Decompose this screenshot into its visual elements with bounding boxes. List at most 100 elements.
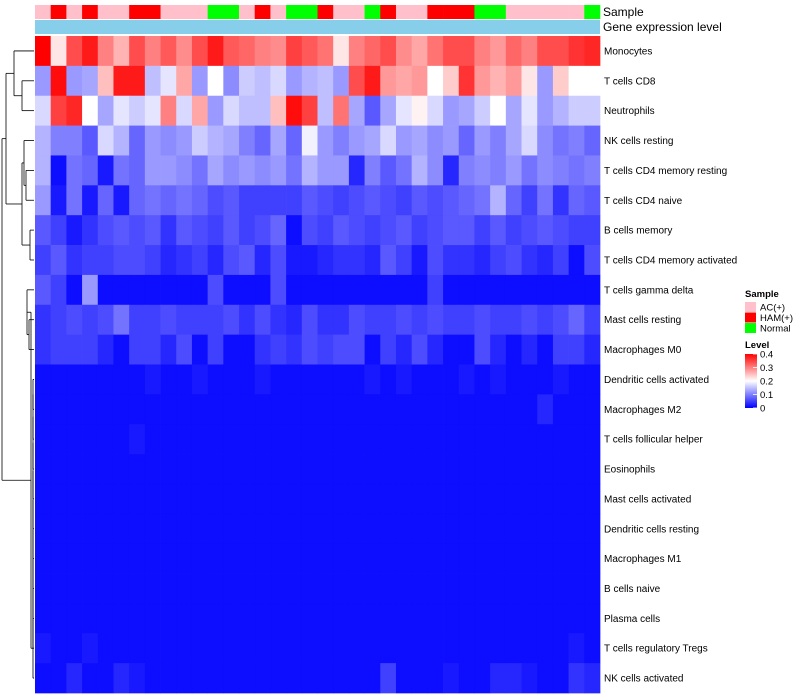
heatmap-cell: [160, 364, 177, 395]
heatmap-cell: [364, 245, 381, 276]
heatmap-cell: [270, 573, 287, 604]
heatmap-cell: [411, 394, 428, 425]
heatmap-cell: [176, 573, 193, 604]
heatmap-cell: [176, 274, 193, 306]
heatmap-cell: [552, 543, 569, 574]
heatmap-cell: [66, 364, 83, 395]
heatmap-cell: [82, 364, 99, 395]
row-labels: Monocytes T cells CD8 Neutrophils NK cells …: [604, 46, 737, 684]
heatmap-cell: [458, 215, 475, 246]
heatmap-cell: [364, 603, 381, 634]
heatmap-cell: [191, 543, 208, 574]
heatmap-cell: [458, 304, 475, 335]
sample-annotation-cell: [552, 5, 569, 19]
heatmap-cell: [176, 125, 193, 156]
heatmap-cell: [207, 95, 224, 126]
heatmap-cell: [443, 155, 460, 186]
heatmap-cell: [348, 454, 365, 485]
heatmap-cell: [474, 185, 491, 216]
heatmap-cell: [270, 483, 287, 515]
heatmap-cell: [521, 215, 538, 246]
heatmap-cell: [286, 543, 303, 574]
heatmap-cell: [254, 633, 271, 664]
heatmap-cell: [207, 573, 224, 604]
heatmap-cell: [380, 245, 397, 276]
sample-annotation-cell: [521, 5, 538, 19]
heatmap-cell: [66, 274, 83, 306]
heatmap-cell: [364, 304, 381, 335]
row-label: NK cells activated: [604, 674, 683, 685]
heatmap-cell: [521, 483, 538, 515]
heatmap-cell: [113, 573, 130, 604]
heatmap-cell: [113, 36, 130, 67]
heatmap-cell: [160, 215, 177, 246]
sample-annotation-cell: [333, 5, 350, 19]
heatmap-cell: [568, 304, 585, 335]
heatmap-cell: [239, 483, 256, 515]
heatmap-cell: [160, 454, 177, 485]
heatmap-cell: [568, 543, 585, 574]
heatmap-cell: [82, 125, 99, 156]
heatmap-cell: [505, 65, 522, 97]
row-label: Mast cells resting: [604, 315, 681, 326]
heatmap-cell: [82, 65, 99, 97]
heatmap-cell: [97, 483, 114, 515]
heatmap-cell: [458, 334, 475, 365]
heatmap-cell: [113, 364, 130, 395]
heatmap-cell: [301, 155, 318, 186]
heatmap-cell: [50, 215, 67, 246]
heatmap-cell: [207, 663, 224, 694]
heatmap-cell: [144, 185, 161, 216]
heatmap-cell: [474, 245, 491, 276]
heatmap-cell: [239, 364, 256, 395]
heatmap-cell: [568, 36, 585, 67]
heatmap-cell: [223, 36, 240, 67]
heatmap-cell: [317, 663, 334, 694]
heatmap-cell: [458, 36, 475, 67]
heatmap-cell: [474, 543, 491, 574]
heatmap-cell: [395, 274, 413, 306]
heatmap-cell: [584, 603, 601, 634]
heatmap-cell: [427, 483, 444, 515]
heatmap-cell: [113, 633, 130, 664]
heatmap-cell: [176, 633, 193, 664]
heatmap-cell: [97, 215, 114, 246]
heatmap-cell: [364, 274, 381, 306]
heatmap-cell: [301, 185, 318, 216]
heatmap-cell: [35, 663, 52, 694]
heatmap-cell: [270, 304, 287, 335]
heatmap-cell: [333, 603, 350, 634]
heatmap-cell: [427, 454, 444, 485]
heatmap-cell: [129, 663, 146, 694]
heatmap-cell: [191, 95, 208, 126]
heatmap-cell: [584, 543, 601, 574]
heatmap-cell: [35, 215, 52, 246]
heatmap-cell: [380, 573, 397, 604]
heatmap-cell: [552, 95, 569, 126]
heatmap-cell: [191, 364, 208, 395]
heatmap-cell: [129, 36, 146, 67]
heatmap-cell: [552, 215, 569, 246]
heatmap-cell: [333, 185, 350, 216]
heatmap-cell: [333, 155, 350, 186]
heatmap-cell: [207, 185, 224, 216]
heatmap-cell: [568, 394, 585, 425]
heatmap-cell: [50, 424, 67, 455]
sample-annotation-cell: [537, 5, 554, 19]
heatmap-cell: [443, 573, 460, 604]
heatmap-cell: [160, 394, 177, 425]
heatmap-cell: [584, 95, 601, 126]
heatmap-cell: [191, 155, 208, 186]
row-label: Monocytes: [604, 46, 652, 57]
heatmap-cell: [270, 65, 287, 97]
heatmap-cell: [333, 65, 350, 97]
heatmap-cell: [427, 185, 444, 216]
heatmap-cell: [427, 364, 444, 395]
heatmap-cell: [82, 215, 99, 246]
heatmap-cell: [348, 65, 365, 97]
heatmap-cell: [35, 454, 52, 485]
heatmap-cell: [176, 483, 193, 515]
heatmap-cell: [254, 185, 271, 216]
heatmap-cell: [552, 274, 569, 306]
